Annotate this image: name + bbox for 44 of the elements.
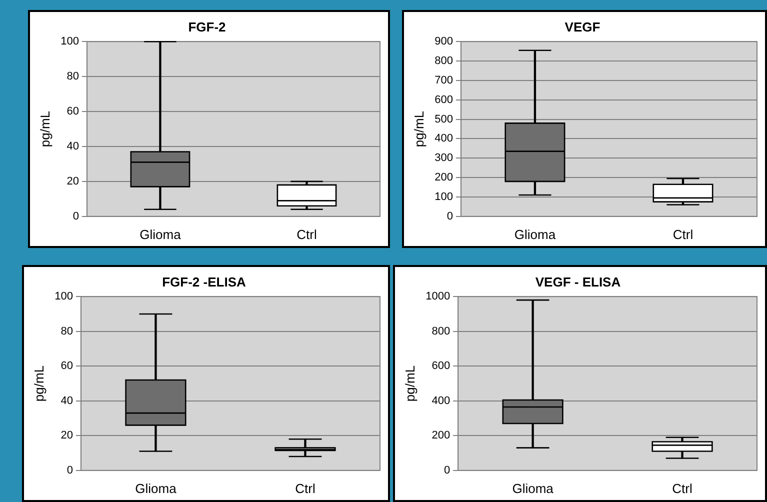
x-tick-label: Glioma	[512, 480, 554, 496]
y-tick-label: 600	[432, 360, 450, 372]
y-axis-title: pg/mL	[411, 110, 426, 148]
chart-title: FGF-2	[188, 19, 226, 34]
y-tick-label: 100	[60, 36, 79, 48]
y-tick-label: 80	[60, 325, 73, 338]
y-tick-label: 40	[66, 140, 79, 153]
y-tick-label: 60	[60, 360, 73, 372]
y-tick-label: 0	[66, 464, 73, 476]
y-axis-title: pg/mL	[402, 365, 418, 402]
y-tick-label: 200	[432, 430, 450, 442]
y-tick-label: 500	[434, 113, 453, 126]
y-tick-label: 0	[446, 210, 453, 222]
y-tick-label: 100	[54, 290, 73, 303]
y-tick-label: 300	[434, 152, 453, 164]
y-tick-label: 600	[434, 94, 453, 106]
x-tick-label: Ctrl	[295, 480, 316, 496]
x-tick-label: Glioma	[135, 480, 178, 496]
y-tick-label: 400	[432, 394, 450, 407]
x-tick-label: Glioma	[140, 226, 182, 242]
y-tick-label: 800	[432, 325, 450, 338]
chart-title: VEGF - ELISA	[535, 274, 622, 290]
y-tick-label: 0	[444, 464, 450, 476]
y-tick-label: 20	[60, 430, 73, 442]
x-tick-label: Ctrl	[296, 226, 317, 242]
y-tick-label: 900	[434, 36, 453, 48]
chart-title: VEGF	[564, 19, 600, 34]
x-tick-label: Ctrl	[672, 480, 692, 496]
y-axis-title: pg/mL	[31, 365, 46, 402]
y-tick-label: 1000	[426, 290, 450, 303]
x-tick-label: Glioma	[514, 226, 556, 242]
y-tick-label: 200	[434, 172, 453, 184]
y-tick-label: 40	[60, 394, 73, 407]
y-tick-label: 20	[66, 175, 79, 188]
y-tick-label: 80	[66, 70, 79, 83]
y-tick-label: 800	[434, 55, 453, 68]
y-tick-label: 700	[434, 74, 453, 86]
chart-title: FGF-2 -ELISA	[162, 274, 246, 290]
y-axis-title: pg/mL	[37, 110, 52, 148]
y-tick-label: 0	[72, 210, 79, 222]
y-tick-label: 60	[66, 106, 79, 118]
y-tick-label: 100	[434, 191, 453, 204]
y-tick-label: 400	[434, 132, 453, 145]
x-tick-label: Ctrl	[672, 226, 694, 242]
